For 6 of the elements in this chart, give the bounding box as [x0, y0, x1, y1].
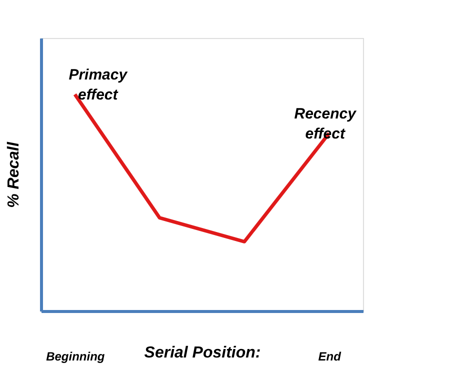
annotation: Primacy effect [68, 66, 128, 104]
annotation: Recency effect [294, 105, 357, 142]
x-axis-title: Serial Position: [144, 344, 261, 362]
y-axis-title: % Recall [6, 142, 22, 208]
x-tick-label: End [318, 350, 342, 364]
x-tick-label: Beginning [46, 350, 106, 364]
